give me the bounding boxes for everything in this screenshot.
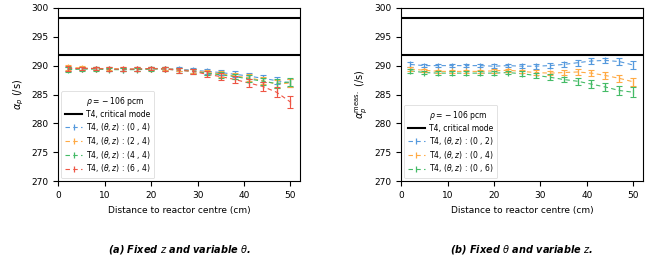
X-axis label: Distance to reactor centre (cm): Distance to reactor centre (cm) — [450, 206, 593, 214]
Y-axis label: $\alpha_p^{\mathrm{meas.}}$ (/s): $\alpha_p^{\mathrm{meas.}}$ (/s) — [352, 70, 369, 119]
Legend: $\rho = -106$ pcm, T4, critical mode, T4, $(\theta , z)$ : (0 , 2), T4, $(\theta: $\rho = -106$ pcm, T4, critical mode, T4… — [404, 105, 497, 178]
Text: (a) Fixed $z$ and variable $\theta$.: (a) Fixed $z$ and variable $\theta$. — [108, 243, 251, 256]
Text: (b) Fixed $\theta$ and variable $z$.: (b) Fixed $\theta$ and variable $z$. — [450, 243, 594, 256]
Legend: $\rho = -106$ pcm, T4, critical mode, T4, $(\theta , z)$ : (0 , 4), T4, $(\theta: $\rho = -106$ pcm, T4, critical mode, T4… — [62, 91, 154, 178]
X-axis label: Distance to reactor centre (cm): Distance to reactor centre (cm) — [108, 206, 251, 214]
Y-axis label: $\alpha_p$ (/s): $\alpha_p$ (/s) — [12, 79, 26, 110]
